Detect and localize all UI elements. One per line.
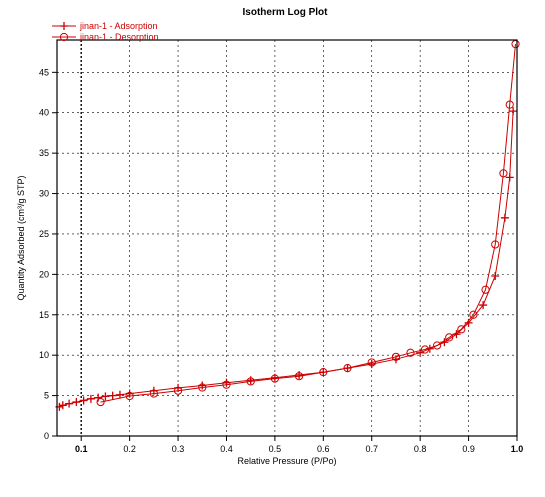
x-tick-label: 0.3 bbox=[172, 444, 185, 454]
data-point bbox=[65, 399, 74, 408]
data-point bbox=[367, 358, 376, 367]
data-point bbox=[500, 213, 509, 222]
y-tick-label: 10 bbox=[39, 350, 49, 360]
data-point bbox=[108, 391, 117, 400]
data-point bbox=[391, 352, 401, 361]
x-tick-label: 0.8 bbox=[414, 444, 427, 454]
data-point bbox=[101, 392, 110, 401]
legend: jinan-1 - Adsorption jinan-1 - Desorptio… bbox=[52, 21, 159, 42]
data-point bbox=[319, 368, 328, 377]
x-tick-label: 0.6 bbox=[317, 444, 330, 454]
data-point bbox=[505, 173, 514, 182]
y-tick-label: 20 bbox=[39, 269, 49, 279]
legend-marker bbox=[59, 32, 69, 42]
legend-item-desorption: jinan-1 - Desorption bbox=[52, 32, 159, 42]
data-point bbox=[505, 100, 514, 109]
data-point bbox=[481, 285, 490, 294]
data-point bbox=[222, 380, 231, 389]
plot-series bbox=[55, 39, 520, 411]
x-tick-label: 0.7 bbox=[365, 444, 378, 454]
y-tick-label: 30 bbox=[39, 189, 49, 199]
data-point bbox=[433, 341, 442, 350]
x-tick-label: 0.1 bbox=[75, 444, 88, 454]
chart-title: Isotherm Log Plot bbox=[243, 7, 329, 18]
data-point bbox=[72, 398, 81, 407]
legend-marker bbox=[60, 22, 68, 30]
y-tick-label: 40 bbox=[39, 108, 49, 118]
x-tick-label: 0.2 bbox=[123, 444, 136, 454]
series-desorption bbox=[96, 39, 520, 407]
data-point bbox=[125, 391, 134, 401]
data-point bbox=[173, 386, 183, 395]
x-tick-label: 0.5 bbox=[269, 444, 282, 454]
data-point bbox=[198, 383, 207, 392]
x-axis-label: Relative Pressure (P/Po) bbox=[237, 456, 336, 466]
data-point bbox=[457, 325, 466, 334]
data-point bbox=[479, 301, 488, 310]
data-point bbox=[58, 401, 67, 410]
x-tick-label: 1.0 bbox=[511, 444, 524, 454]
data-point bbox=[509, 107, 518, 116]
y-axis-label: Quantity Adsorbed (cm³/g STP) bbox=[16, 175, 26, 300]
plot-frame bbox=[56, 39, 518, 437]
data-point bbox=[491, 271, 500, 280]
y-tick-label: 5 bbox=[44, 391, 49, 401]
data-point bbox=[115, 390, 124, 399]
data-point bbox=[270, 374, 279, 383]
y-tick-label: 45 bbox=[39, 67, 49, 77]
series-adsorption bbox=[55, 107, 518, 411]
series-line bbox=[100, 43, 516, 403]
y-tick-label: 35 bbox=[39, 148, 49, 158]
data-point bbox=[499, 169, 508, 178]
legend-adsorption-label: jinan-1 - Adsorption bbox=[79, 21, 158, 31]
data-point bbox=[420, 345, 430, 354]
data-point bbox=[367, 360, 376, 369]
data-point bbox=[343, 364, 352, 373]
data-point bbox=[96, 397, 105, 407]
data-point bbox=[94, 393, 103, 402]
data-point bbox=[149, 389, 158, 398]
legend-desorption-marker bbox=[52, 32, 76, 42]
series-line bbox=[59, 111, 514, 408]
data-point bbox=[246, 377, 255, 386]
data-point bbox=[295, 372, 304, 381]
data-point bbox=[469, 310, 478, 319]
x-tick-label: 0.4 bbox=[220, 444, 233, 454]
y-tick-label: 15 bbox=[39, 310, 49, 320]
y-tick-label: 0 bbox=[44, 431, 49, 441]
axis-ticks: 0 5 10 15 20 25 30 35 40 45 0.1 0.2 0.3 0.4 0.5 0.6 0.7 0… bbox=[39, 67, 523, 454]
legend-adsorption-marker bbox=[52, 22, 76, 30]
x-tick-label: 0.9 bbox=[462, 444, 475, 454]
data-point bbox=[86, 394, 95, 403]
legend-desorption-label: jinan-1 - Desorption bbox=[79, 32, 159, 42]
data-point bbox=[445, 333, 454, 342]
data-point bbox=[406, 348, 415, 357]
legend-item-adsorption: jinan-1 - Adsorption bbox=[52, 21, 158, 31]
data-point bbox=[79, 396, 88, 405]
data-point bbox=[491, 240, 500, 249]
y-tick-label: 25 bbox=[39, 229, 49, 239]
